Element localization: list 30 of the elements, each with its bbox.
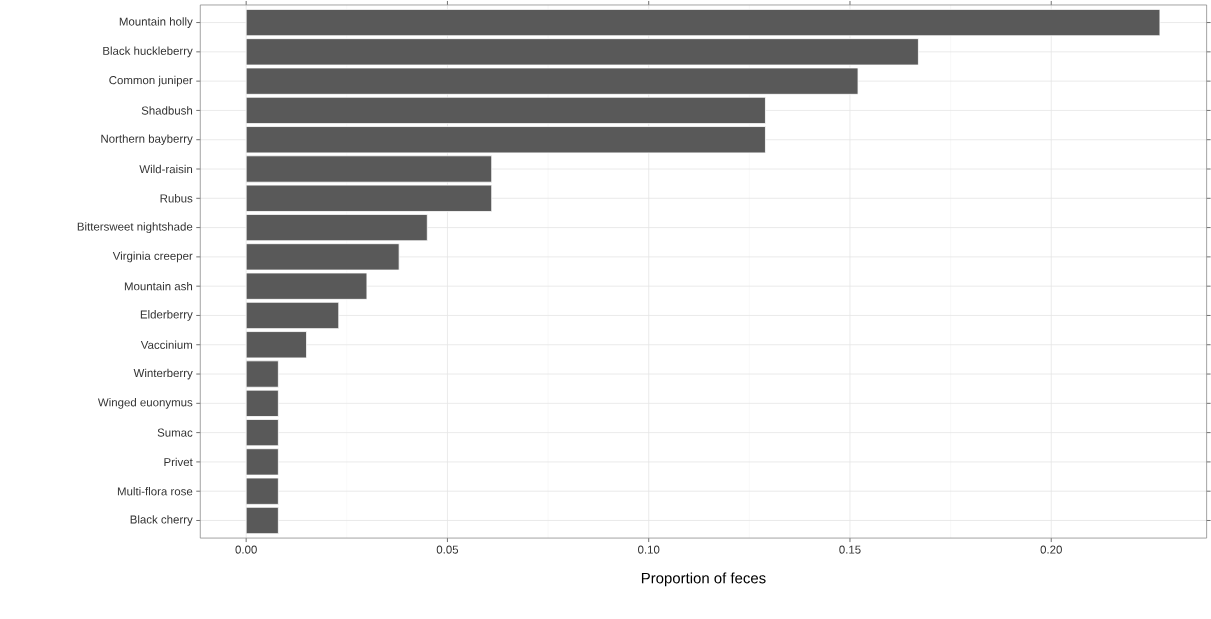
y-tick-label: Wild-raisin	[139, 164, 193, 174]
y-tick-label: Winterberry	[133, 368, 193, 380]
y-tick-label: Winged euonymus	[97, 398, 193, 409]
bar	[245, 214, 428, 242]
y-tick-label: Bittersweet nightshade	[77, 222, 193, 234]
y-tick-label: Shadbush	[141, 106, 193, 115]
x-tick-label: 0.20	[1040, 545, 1062, 554]
y-tick-label: Northern bayberry	[101, 134, 193, 146]
y-tick-label: Vaccinium	[140, 340, 193, 350]
x-axis-title: Proportion of feces	[641, 572, 766, 587]
x-tick-label: 0.00	[235, 545, 257, 554]
y-tick-label: Multi-flora rose	[117, 487, 193, 496]
y-tick-label: Elderberry	[140, 310, 193, 321]
x-tick-label: 0.10	[638, 545, 660, 554]
y-tick-label: Mountain ash	[124, 282, 193, 291]
x-tick-label: 0.05	[436, 545, 459, 554]
y-tick-label: Black huckleberry	[103, 46, 193, 58]
y-tick-label: Rubus	[160, 194, 193, 203]
bar	[245, 96, 766, 125]
bar	[245, 301, 340, 330]
bar	[245, 419, 279, 447]
x-tick-label: 0.15	[839, 545, 861, 554]
bar	[245, 9, 1161, 37]
y-tick-label: Mountain holly	[119, 17, 193, 29]
y-tick-label: Privet	[164, 457, 193, 467]
y-tick-label: Sumac	[157, 428, 193, 437]
bar	[245, 507, 279, 535]
y-tick-label: Virginia creeper	[112, 251, 193, 263]
y-tick-label: Black cherry	[130, 515, 193, 526]
y-tick-label: Common juniper	[109, 75, 193, 87]
